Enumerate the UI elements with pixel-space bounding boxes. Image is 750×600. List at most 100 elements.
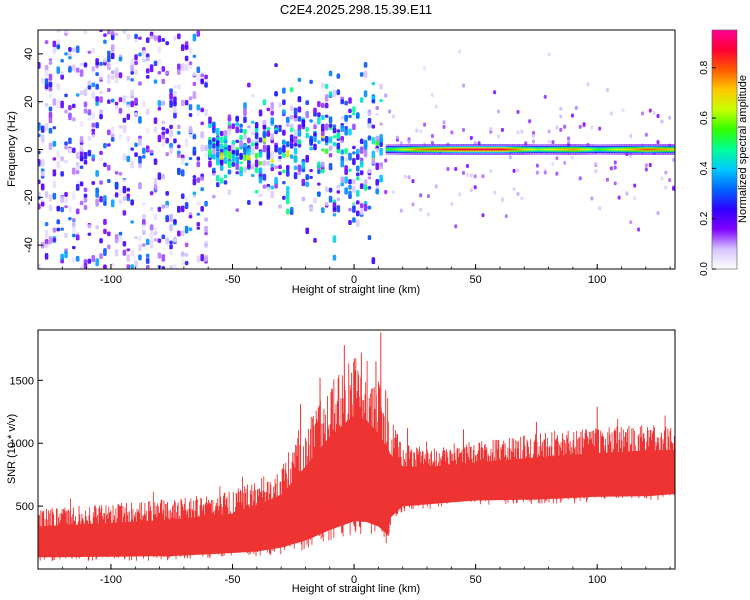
spectrogram-cell [130, 89, 134, 97]
spectrogram-cell [215, 151, 220, 158]
spectrogram-cell [348, 179, 352, 185]
spectrogram-cell [44, 40, 49, 45]
spectrogram-cell [157, 48, 162, 53]
tone-band-segment [509, 148, 513, 151]
spectrogram-cell [332, 213, 337, 217]
spectrogram-cell [126, 187, 131, 192]
spectrogram-cell [75, 45, 80, 53]
spectrogram-cell [348, 108, 352, 114]
spectrogram-cell [200, 144, 204, 152]
spectrogram-cell [149, 150, 154, 154]
spectrogram-cell [64, 191, 68, 197]
spectrogram-cell [359, 170, 364, 176]
tone-band-segment [451, 148, 455, 151]
spectrogram-cell [161, 140, 166, 148]
spectrogram-cell [122, 195, 127, 201]
spectrogram-cell [442, 124, 446, 129]
spectrogram-cell [134, 152, 138, 158]
tone-band-segment [405, 148, 409, 151]
spectrogram-cell [83, 62, 88, 68]
spectrogram-cell [44, 123, 49, 131]
snr-y-tick-label: 1500 [10, 375, 34, 387]
spectrogram-cell [196, 156, 201, 161]
spectrogram-cell [313, 237, 317, 243]
spectrogram-cell [40, 183, 45, 191]
spectrogram-cell [103, 228, 107, 235]
spectrogram-cell [363, 61, 368, 68]
spectrogram-cell [118, 97, 123, 103]
spectrogram-cell [212, 148, 216, 155]
spectrogram-cell [95, 62, 99, 66]
spectrogram-cell [497, 109, 501, 114]
spectrogram-cell [336, 142, 341, 150]
tone-band-segment [604, 148, 608, 151]
spectrogram-cell [371, 99, 376, 104]
spectrogram-cell [64, 159, 68, 164]
tone-band-segment [553, 148, 557, 151]
spectrogram-cell [110, 263, 115, 267]
tone-band-segment [560, 148, 564, 151]
spectrogram-cell [56, 30, 61, 33]
spectrogram-cell [328, 116, 333, 124]
tone-band-segment [390, 148, 394, 151]
spectrogram-cell [352, 205, 356, 213]
spectrogram-cell [668, 115, 672, 120]
spectrogram-cell [142, 213, 146, 221]
spectrogram-cell [107, 244, 111, 250]
spectrogram-cell [462, 83, 466, 88]
spectrogram-cell [56, 44, 61, 49]
spectrogram-cell [169, 244, 173, 250]
spectrogram-cell [508, 155, 512, 160]
spectrogram-cell [520, 129, 524, 134]
tone-band-segment [667, 148, 671, 151]
spectrogram-cell [313, 112, 317, 117]
spectrogram-cell [75, 170, 80, 175]
spectrogram-cell [305, 110, 310, 119]
spectrogram-cell [293, 107, 298, 116]
spectrogram-cell [153, 231, 158, 236]
spectrogram-cell [282, 195, 286, 200]
tone-band-segment [482, 148, 486, 151]
spectrogram-cell [114, 106, 119, 110]
spectrogram-cell [567, 136, 571, 141]
spectrogram-cell [103, 195, 107, 203]
spectrogram-cell [231, 161, 236, 167]
spectrogram-cell [605, 177, 609, 182]
spectrogram-cell [64, 145, 68, 150]
tone-band-segment [392, 148, 397, 151]
spectrogram-cell [637, 227, 641, 232]
spectrogram-cell [340, 149, 345, 155]
spectrogram-cell [289, 154, 294, 160]
spectrogram-cell [348, 168, 352, 172]
spectrogram-cell [95, 96, 99, 103]
spectrogram-x-ticks: -100 -50 0 50 100 [37, 264, 671, 286]
spectrogram-cell [107, 99, 111, 105]
spectrogram-cell [367, 135, 372, 141]
spectrogram-cell [204, 152, 208, 158]
snr-y-label: SNR (10 * v/v) [6, 414, 18, 484]
spectrogram-cell [52, 40, 57, 48]
spectrogram-cell [188, 125, 193, 134]
spectrogram-cell [324, 135, 329, 143]
spectrogram-cell [110, 133, 115, 138]
spectrogram-cell [95, 101, 99, 106]
spectrogram-cell [122, 153, 127, 161]
spectrogram-cell [419, 207, 423, 212]
spectrogram-cell [60, 100, 64, 109]
spectrogram-cell [250, 131, 255, 136]
spectrogram-cell [79, 69, 84, 77]
spectrogram-cell [79, 165, 84, 170]
spectrogram-cell [262, 173, 267, 181]
spectrogram-cell [250, 120, 255, 124]
spectrogram-cell [91, 258, 96, 263]
spectrogram-cell [200, 107, 204, 113]
spectrogram-cell [72, 233, 76, 238]
spectrogram-cell [297, 106, 302, 113]
spectrogram-cell [72, 245, 76, 250]
spectrogram-cell [99, 114, 103, 120]
spectrogram-cell [64, 30, 68, 34]
spectrogram-cell [375, 178, 380, 186]
spectrogram-cell [293, 114, 298, 119]
spectrogram-cell [258, 167, 263, 175]
spectrogram-cell [196, 161, 201, 168]
